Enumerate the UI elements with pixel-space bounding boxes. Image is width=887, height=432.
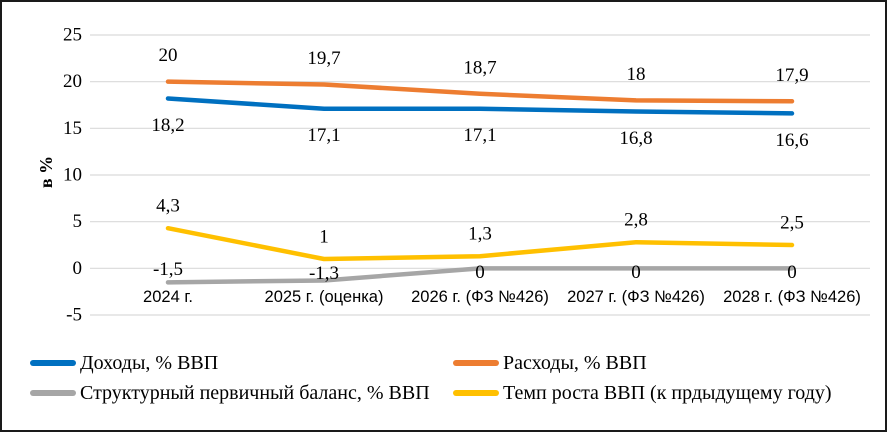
y-axis-title: в % [36, 156, 56, 188]
data-label-series-1: 20 [159, 45, 178, 66]
data-label-series-3: 2,5 [780, 213, 804, 234]
data-label-series-3: 1 [319, 227, 329, 248]
y-tick-label: 5 [73, 211, 83, 232]
x-category-label: 2026 г. (ФЗ №426) [411, 288, 549, 306]
data-label-series-0: 17,1 [463, 125, 496, 146]
data-label-series-1: 19,7 [307, 48, 340, 69]
data-label-series-0: 17,1 [307, 125, 340, 146]
y-tick-label: 10 [63, 165, 82, 186]
series-line-2 [165, 266, 795, 285]
data-label-series-1: 18 [627, 64, 646, 85]
series-line-1 [165, 79, 795, 104]
data-label-series-3: 2,8 [624, 210, 648, 231]
data-label-series-0: 18,2 [151, 115, 184, 136]
data-label-series-3: 4,3 [156, 196, 180, 217]
data-label-series-1: 18,7 [463, 57, 496, 78]
y-tick-label: 15 [63, 118, 82, 139]
x-category-label: 2025 г. (оценка) [265, 288, 384, 306]
x-category-label: 2027 г. (ФЗ №426) [567, 288, 705, 306]
y-tick-label: 0 [73, 258, 83, 279]
data-label-series-2: -1,5 [153, 259, 183, 280]
data-label-series-0: 16,8 [619, 128, 652, 149]
data-label-series-1: 17,9 [775, 65, 808, 86]
x-category-label: 2028 г. (ФЗ №426) [723, 288, 861, 306]
data-label-series-2: 0 [787, 262, 797, 283]
data-label-series-0: 16,6 [775, 130, 808, 151]
series-line-3 [165, 225, 795, 262]
y-tick-label: 20 [63, 71, 82, 92]
series-line-0 [165, 96, 795, 116]
data-label-series-2: 0 [631, 262, 641, 283]
data-label-series-2: -1,3 [309, 263, 339, 284]
data-label-series-2: 0 [475, 262, 485, 283]
data-label-series-3: 1,3 [468, 224, 492, 245]
x-category-label: 2024 г. [143, 288, 193, 306]
y-tick-label: 25 [63, 25, 82, 46]
y-tick-label: -5 [66, 305, 82, 326]
